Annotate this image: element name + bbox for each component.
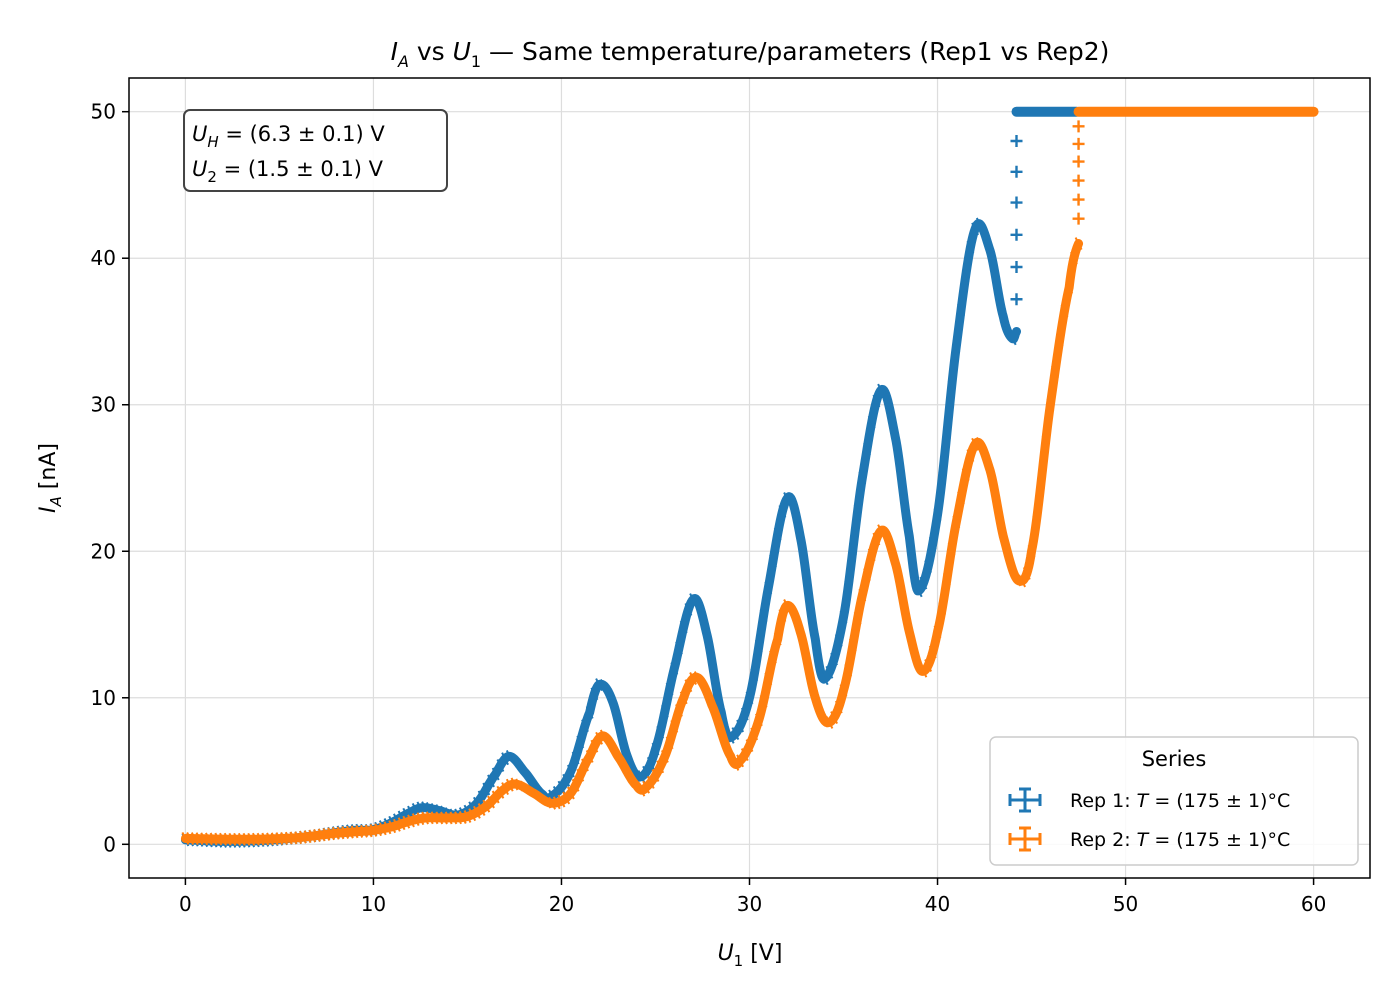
legend-frame (989, 736, 1359, 866)
data-point (1010, 135, 1023, 148)
data-point (1010, 196, 1023, 209)
legend: Series Rep 1: T = (175 ± 1)°C Rep 2: T =… (989, 736, 1359, 866)
series-error-bars (181, 237, 1083, 846)
grid (129, 78, 1370, 878)
annotation-frame (183, 109, 448, 192)
x-tick-label: 0 (179, 892, 192, 916)
legend-title: Series (1142, 747, 1207, 771)
data-point (1010, 261, 1023, 274)
y-tick-label: 0 (103, 832, 116, 856)
y-tick-label: 30 (91, 393, 116, 417)
x-tick-label: 30 (737, 892, 762, 916)
y-tick-label: 50 (91, 100, 116, 124)
data-point (1072, 137, 1085, 150)
y-tick-label: 40 (91, 246, 116, 270)
data-point (1010, 228, 1023, 241)
x-tick-label: 10 (361, 892, 386, 916)
chart-title: IA vs U1 — Same temperature/parameters (… (391, 37, 1110, 71)
x-tick-label: 40 (925, 892, 950, 916)
legend-marker-rep-1 (1008, 787, 1042, 813)
series-2 (180, 106, 1319, 846)
data-point (1072, 174, 1085, 187)
y-tick-label: 20 (91, 539, 116, 563)
data-point (1072, 212, 1085, 225)
ticks: 0 10 20 30 40 50 60 0 10 20 30 40 50 (91, 100, 1327, 916)
legend-label-rep-1: Rep 1: T = (175 ± 1)°C (1070, 790, 1290, 812)
x-axis-label: U1 [V] (718, 941, 783, 970)
data-point (1010, 165, 1023, 178)
annotation-line-1: UH = (6.3 ± 0.1) V (192, 122, 385, 151)
x-tick-label: 60 (1301, 892, 1326, 916)
x-tick-label: 20 (549, 892, 574, 916)
y-axis-label: IA [nA] (36, 443, 65, 513)
annotation-box: UH = (6.3 ± 0.1) V U2 = (1.5 ± 0.1) V (183, 109, 448, 192)
data-point (1072, 120, 1085, 133)
annotation-line-2: U2 = (1.5 ± 0.1) V (192, 157, 384, 186)
legend-marker-rep-2 (1008, 826, 1042, 852)
y-tick-label: 10 (91, 686, 116, 710)
data-point (1072, 193, 1085, 206)
x-tick-label: 50 (1113, 892, 1138, 916)
series-layer (180, 106, 1319, 848)
data-point (1010, 293, 1023, 306)
legend-label-rep-2: Rep 2: T = (175 ± 1)°C (1070, 829, 1290, 851)
data-point (1072, 155, 1085, 168)
